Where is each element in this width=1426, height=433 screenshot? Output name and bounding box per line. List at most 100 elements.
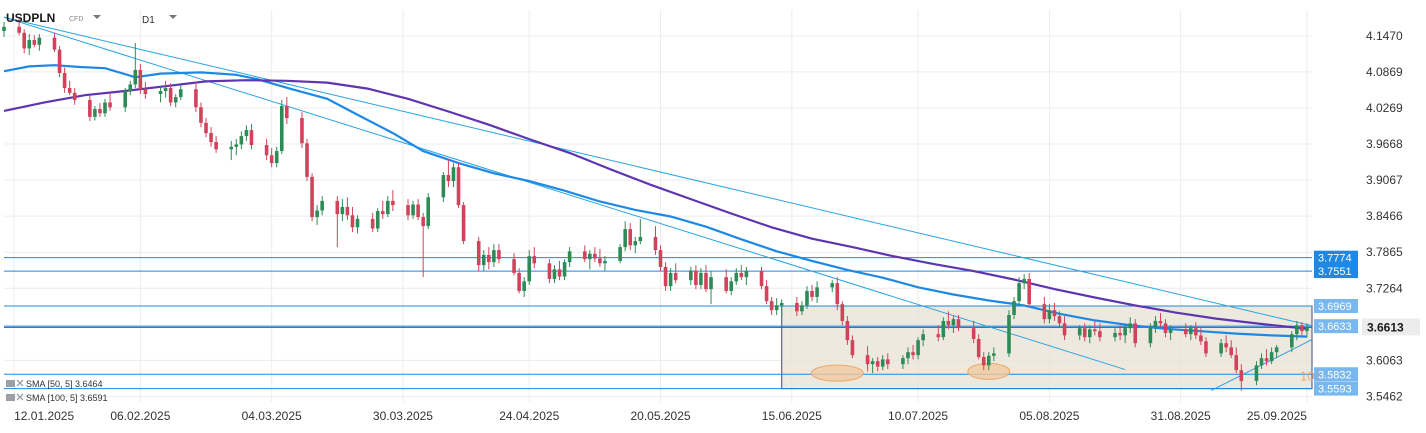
candle-body — [355, 218, 360, 228]
candle-body — [880, 359, 885, 367]
candle — [1163, 319, 1168, 338]
candle-body — [582, 251, 587, 260]
candle — [1077, 325, 1082, 341]
level-label-text: 3.7551 — [1318, 266, 1352, 278]
candle-body — [1163, 323, 1168, 333]
candle-body — [598, 258, 602, 264]
candle — [845, 316, 850, 345]
candle-body — [62, 73, 67, 89]
candle-body — [461, 205, 466, 242]
y-tick-label: 4.1470 — [1366, 29, 1403, 43]
candle — [1224, 335, 1228, 353]
chevron-down-icon[interactable] — [93, 15, 101, 19]
candle — [689, 266, 693, 285]
candle — [93, 106, 97, 121]
candle-body — [1022, 278, 1026, 284]
x-tick-label: 30.03.2025 — [373, 409, 433, 423]
candle-body — [971, 328, 976, 339]
candle-body — [906, 352, 910, 359]
candle — [774, 298, 779, 315]
candle-body — [168, 88, 173, 103]
candle — [305, 139, 309, 182]
candle — [158, 86, 163, 103]
candle — [976, 334, 981, 360]
candle-body — [527, 256, 532, 282]
candle-body — [512, 259, 516, 273]
candle-body — [17, 26, 21, 33]
candle-body — [269, 155, 274, 164]
level-label-text: 3.6969 — [1318, 301, 1352, 313]
candle-body — [67, 88, 72, 93]
candle-body — [1062, 323, 1067, 336]
candle — [133, 43, 138, 89]
candle — [1047, 304, 1052, 324]
candle — [1168, 325, 1173, 341]
symbol-label[interactable]: USDPLN — [6, 11, 55, 25]
candle-body — [138, 70, 143, 90]
chevron-down-icon[interactable] — [169, 15, 177, 19]
candle — [476, 236, 481, 272]
candle — [1012, 296, 1016, 320]
candle-body — [1188, 328, 1193, 335]
level-label-text: 3.7774 — [1318, 253, 1352, 265]
candle — [128, 80, 133, 96]
y-tick-label: 3.9668 — [1366, 137, 1403, 151]
candle — [1259, 353, 1264, 369]
candle-body — [870, 361, 875, 365]
candle — [194, 82, 198, 113]
candle — [658, 245, 663, 272]
candle — [724, 269, 728, 294]
candle-body — [921, 334, 925, 341]
candle — [416, 199, 420, 221]
candle — [355, 215, 360, 234]
legend-item-sma100[interactable]: SMA [100, 5] 3.6591 — [6, 393, 108, 403]
candle — [2, 22, 6, 38]
close-icon[interactable] — [16, 393, 24, 401]
candle — [1239, 364, 1244, 391]
candle — [451, 163, 456, 188]
candle-body — [476, 241, 481, 266]
candle-body — [37, 37, 42, 45]
candle — [279, 100, 284, 155]
sma50-line — [3, 64, 1307, 338]
support-highlight-ellipse — [810, 364, 864, 382]
candle — [734, 268, 739, 285]
y-tick-label: 4.0269 — [1366, 101, 1403, 115]
candle-body — [285, 106, 289, 119]
candle-body — [795, 302, 799, 312]
candle — [941, 317, 946, 341]
candle-body — [724, 277, 728, 291]
candle — [411, 200, 415, 219]
candle — [138, 64, 143, 95]
horizontal-levels — [4, 257, 1312, 390]
candle — [1057, 311, 1062, 327]
candle-body — [310, 176, 314, 218]
candle — [37, 34, 42, 51]
candle — [274, 146, 279, 168]
candle — [300, 112, 304, 149]
candle-body — [689, 270, 693, 281]
timeframe-label[interactable]: D1 — [142, 15, 155, 26]
candle-body — [1158, 320, 1163, 324]
candle-body — [653, 236, 658, 251]
candle — [911, 344, 915, 360]
candle-body — [487, 254, 491, 263]
candle-body — [830, 283, 835, 288]
legend-item-sma50[interactable]: SMA [50, 5] 3.6464 — [6, 379, 103, 389]
candle — [1229, 340, 1233, 359]
candle-body — [769, 301, 774, 311]
candle — [1093, 320, 1097, 336]
candle-body — [1289, 334, 1294, 348]
candle — [22, 29, 27, 54]
close-icon[interactable] — [16, 379, 24, 387]
x-tick-label: 06.02.2025 — [110, 409, 170, 423]
candle — [633, 236, 638, 254]
level-label-text: 3.5832 — [1318, 369, 1352, 381]
candle-body — [441, 175, 446, 198]
candle — [1098, 323, 1102, 342]
candle — [315, 205, 319, 225]
candle — [981, 352, 986, 371]
candle-body — [633, 241, 638, 246]
